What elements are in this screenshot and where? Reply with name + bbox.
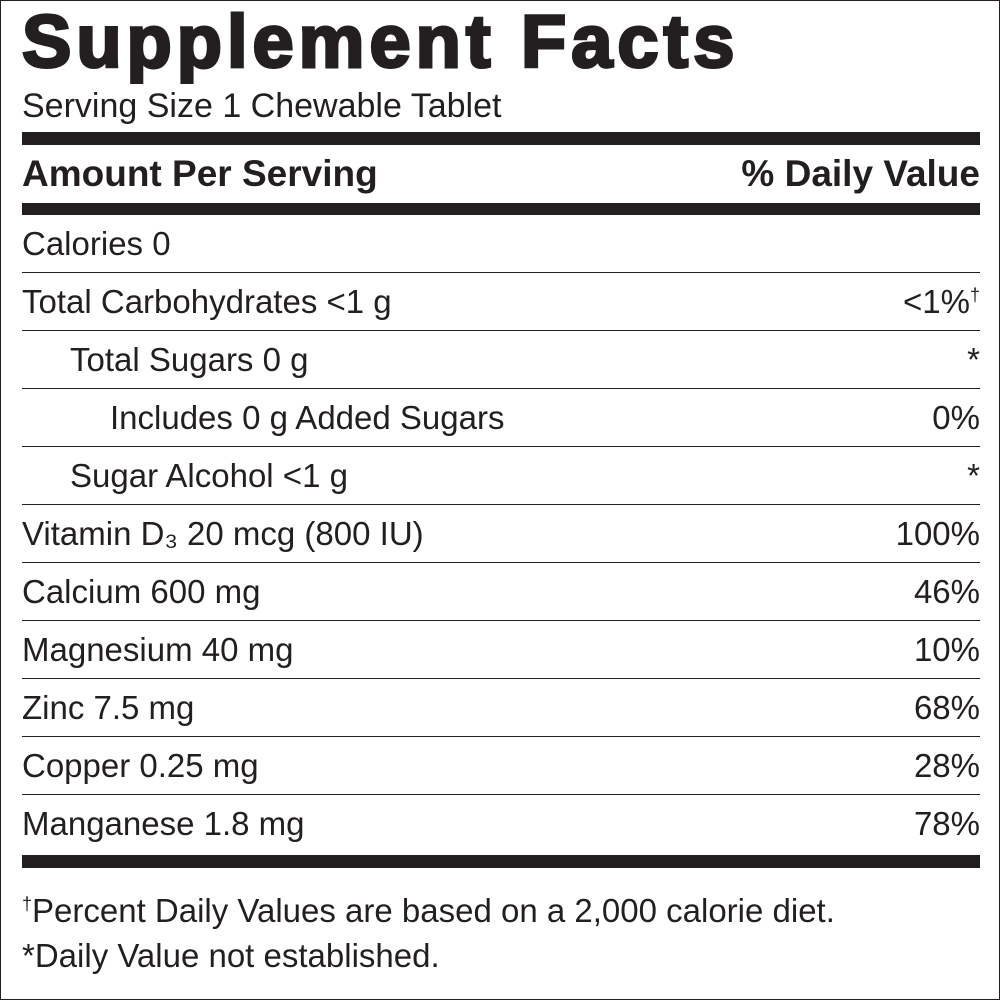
nutrient-row: Calories 0	[22, 215, 980, 273]
daily-value: 28%	[914, 747, 980, 785]
daily-value: 78%	[914, 805, 980, 843]
rows: Calories 0 Total Carbohydrates <1 g <1%† To…	[22, 215, 980, 852]
nutrient-label: Calories 0	[22, 224, 171, 262]
daily-value: *	[967, 341, 980, 379]
daily-value-text: *	[967, 340, 980, 378]
footnote-text: Percent Daily Values are based on a 2,00…	[32, 892, 835, 929]
daily-value-text: 100%	[895, 514, 980, 552]
nutrient-label: Calcium 600 mg	[22, 572, 261, 610]
daily-value: 68%	[914, 689, 980, 727]
nutrient-label: Manganese 1.8 mg	[22, 804, 305, 842]
divider	[22, 203, 980, 215]
daily-value: <1%†	[903, 283, 980, 321]
daily-value-text: 28%	[913, 746, 980, 784]
divider	[22, 132, 980, 145]
divider	[22, 855, 980, 868]
nutrient-row: Manganese 1.8 mg 78%	[22, 795, 980, 852]
daily-value-text: 0%	[932, 398, 980, 436]
nutrient-label: Vitamin D₃ 20 mcg (800 IU)	[22, 514, 424, 552]
daily-value-heading: % Daily Value	[741, 153, 980, 194]
nutrient-label: Includes 0 g Added Sugars	[110, 398, 505, 436]
footnote: *Daily Value not established.	[22, 933, 980, 978]
daily-value-text: *	[967, 456, 980, 494]
nutrient-label: Magnesium 40 mg	[22, 630, 294, 668]
header: Amount Per Serving % Daily Value	[22, 145, 980, 203]
daily-value-text: 78%	[913, 804, 980, 842]
serving-size: Serving Size 1 Chewable Tablet	[22, 87, 502, 125]
nutrient-row: Total Carbohydrates <1 g <1%†	[22, 273, 980, 331]
nutrient-label: Copper 0.25 mg	[22, 746, 259, 784]
nutrient-label: Zinc 7.5 mg	[22, 688, 195, 726]
nutrient-row: Vitamin D₃ 20 mcg (800 IU) 100%	[22, 505, 980, 563]
daily-value: 46%	[914, 573, 980, 611]
title: Supplement Facts	[21, 0, 740, 85]
nutrient-row: Magnesium 40 mg 10%	[22, 621, 980, 679]
footnote-text: *Daily Value not established.	[22, 937, 440, 974]
nutrient-row: Zinc 7.5 mg 68%	[22, 679, 980, 737]
footnote: †Percent Daily Values are based on a 2,0…	[22, 882, 980, 933]
nutrient-label: Sugar Alcohol <1 g	[70, 456, 348, 494]
supplement-facts: Supplement Facts Serving Size 1 Chewable…	[21, 0, 980, 978]
nutrient-row: Includes 0 g Added Sugars 0%	[22, 389, 980, 447]
daily-value-text: 10%	[913, 630, 980, 668]
nutrient-row: Calcium 600 mg 46%	[22, 563, 980, 621]
daily-value-text: 46%	[913, 572, 980, 610]
nutrient-row: Total Sugars 0 g *	[22, 331, 980, 389]
daily-value: *	[967, 457, 980, 495]
nutrient-label: Total Carbohydrates <1 g	[22, 282, 392, 320]
daily-value-text: 68%	[913, 688, 980, 726]
footnote-mark: †	[969, 284, 980, 305]
daily-value: 0%	[932, 399, 980, 437]
daily-value-text: <1%	[903, 282, 970, 320]
nutrient-row: Sugar Alcohol <1 g *	[22, 447, 980, 505]
nutrient-row: Copper 0.25 mg 28%	[22, 737, 980, 795]
daily-value: 100%	[896, 515, 980, 553]
daily-value: 10%	[914, 631, 980, 669]
nutrient-label: Total Sugars 0 g	[70, 340, 309, 378]
amount-heading: Amount Per Serving	[22, 153, 378, 194]
footnote-mark: †	[22, 894, 33, 914]
footnotes: †Percent Daily Values are based on a 2,0…	[22, 882, 980, 978]
